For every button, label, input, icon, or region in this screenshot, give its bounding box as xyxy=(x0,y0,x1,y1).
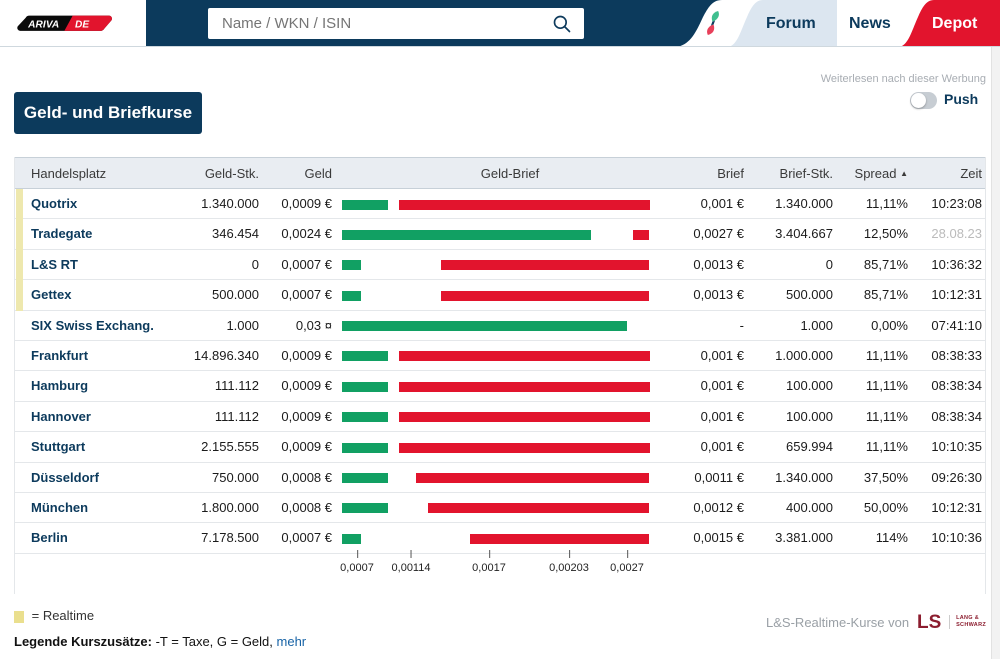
svg-text:LS: LS xyxy=(917,612,941,632)
svg-text:ARIVA: ARIVA xyxy=(27,20,59,31)
svg-text:DE: DE xyxy=(75,20,89,31)
